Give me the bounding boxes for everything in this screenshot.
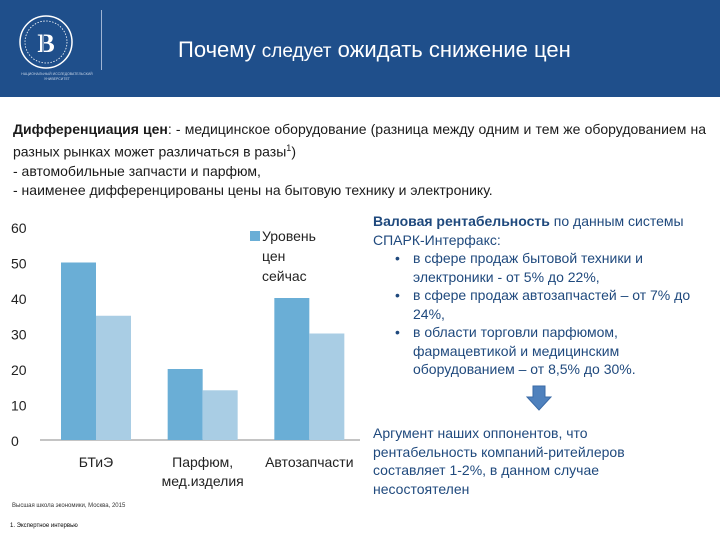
bar <box>96 315 131 440</box>
y-tick-label: 30 <box>11 327 27 343</box>
svg-text:В: В <box>37 29 54 58</box>
intro-label: Дифференциация цен <box>13 121 168 137</box>
y-tick-label: 20 <box>11 362 27 378</box>
y-tick-label: 40 <box>11 291 27 307</box>
y-tick-label: 10 <box>11 398 27 414</box>
y-tick-label: 0 <box>11 433 19 449</box>
down-arrow-icon <box>526 385 552 411</box>
footer-text: Высшая школа экономики, Москва, 2015 <box>12 503 126 509</box>
bar <box>61 262 96 440</box>
list-item: в сфере продаж автозапчастей – от 7% до … <box>373 286 709 323</box>
profitability-panel: Валовая рентабельность по данным системы… <box>373 212 709 379</box>
bar <box>202 390 238 440</box>
y-tick-label: 50 <box>11 256 27 272</box>
bar <box>167 369 203 440</box>
x-tick-label: Парфюм, мед.изделия <box>162 454 244 489</box>
intro-line1-rest: : - медицинское оборудование (разница ме… <box>13 121 706 160</box>
title-part-2: следует <box>261 41 332 62</box>
intro-line-2: - автомобильные запчасти и парфюм, <box>13 162 261 179</box>
title-part-3: ожидать снижение цен <box>331 37 571 62</box>
intro-paragraph: Дифференциация цен: - медицинское оборуд… <box>13 120 706 162</box>
legend-label: Уровень цен сейчас <box>262 228 316 284</box>
legend-swatch <box>250 231 260 241</box>
intro-line1-end: ) <box>291 143 296 160</box>
profitability-list: в сфере продаж бытовой техники и электро… <box>373 249 709 379</box>
x-tick-label: БТиЭ <box>79 454 113 470</box>
opponent-argument: Аргумент наших оппонентов, что рентабель… <box>373 425 625 497</box>
intro-line-3: - наименее дифференцированы цены на быто… <box>13 181 493 198</box>
university-logo-icon: В <box>19 15 73 69</box>
profitability-heading: Валовая рентабельность по данным системы… <box>373 212 709 249</box>
profitability-heading-bold: Валовая рентабельность <box>373 213 550 229</box>
logo-caption: НАЦИОНАЛЬНЫЙ ИССЛЕДОВАТЕЛЬСКИЙ УНИВЕРСИТ… <box>21 72 93 81</box>
intro-text: Дифференциация цен: - медицинское оборуд… <box>13 120 706 200</box>
profitability-heading-rest: по данным системы СПАРК-Интерфакс: <box>373 213 684 248</box>
list-item: в сфере продаж бытовой техники и электро… <box>373 249 709 286</box>
bar <box>274 298 310 440</box>
footnote-mark: 1 <box>286 143 292 153</box>
bar <box>309 333 345 440</box>
header-divider <box>101 10 102 70</box>
x-tick-label: Автозапчасти <box>265 454 353 470</box>
page-title: Почему следует ожидать снижение цен <box>178 37 571 63</box>
footnote-text: 1. Экспертное интервью <box>10 523 78 529</box>
y-tick-label: 60 <box>11 220 27 236</box>
bar-chart: 0 10 20 30 40 50 60 БТиЭ Парфюм, мед.изделия Автоз… <box>11 220 360 489</box>
title-part-1: Почему <box>178 37 262 62</box>
list-item: в области торговли парфюмом, фармацевтик… <box>373 323 709 379</box>
header-bar: В НАЦИОНАЛЬНЫЙ ИССЛЕДОВАТЕЛЬСКИЙ УНИВЕРС… <box>0 0 720 97</box>
